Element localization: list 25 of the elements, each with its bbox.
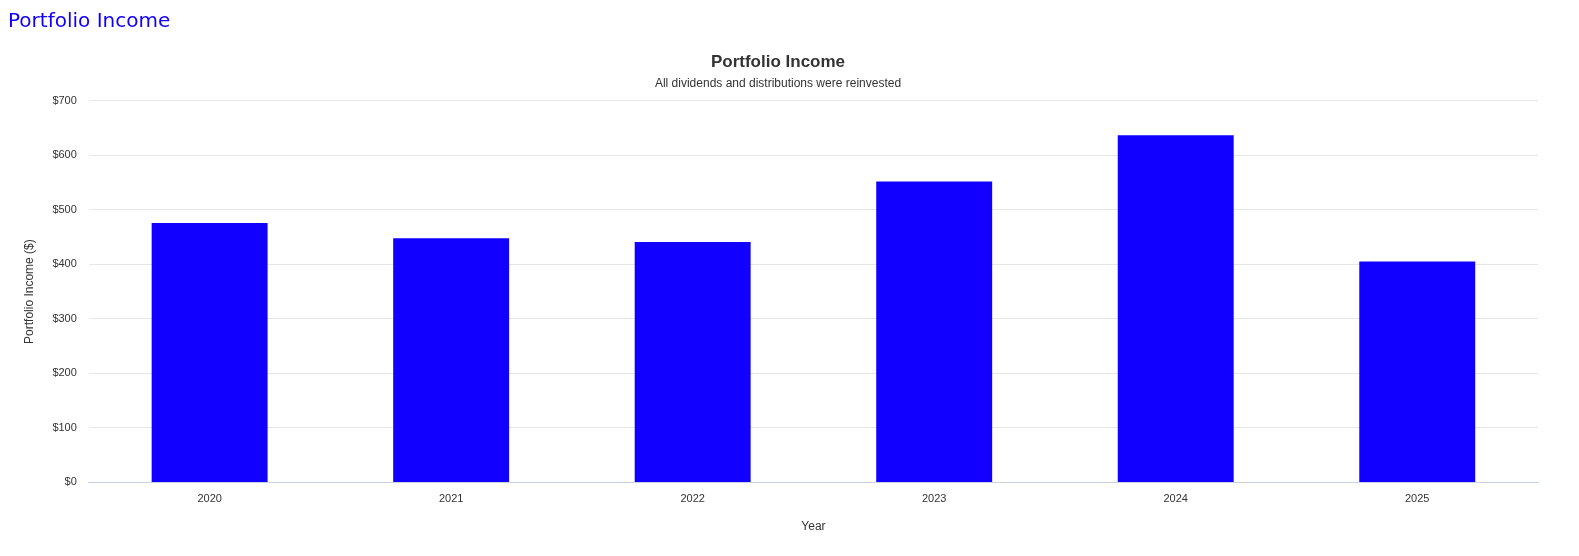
bar (151, 222, 268, 482)
x-tick-label: 2025 (1405, 492, 1430, 505)
chart-title: Portfolio Income (8, 8, 171, 32)
bar (1359, 261, 1476, 482)
y-tick-label: $200 (52, 366, 77, 379)
bar (876, 181, 993, 482)
y-tick-label: $400 (52, 257, 77, 270)
y-tick-label: $100 (52, 420, 77, 433)
y-tick-label: $0 (64, 475, 77, 488)
chart-title: Portfolio Income (710, 51, 846, 71)
x-tick-label: 2020 (197, 492, 222, 505)
x-axis-title: Year (801, 519, 826, 534)
x-tick-label: 2024 (1163, 492, 1188, 505)
x-tick-label: 2023 (921, 492, 947, 505)
y-axis-title: Portfolio Income ($) (21, 239, 36, 344)
y-tick-label: $700 (52, 93, 77, 106)
bar (393, 238, 510, 482)
x-tick-label: 2022 (680, 492, 705, 505)
y-tick-label: $600 (52, 148, 77, 161)
y-tick-label: $300 (52, 311, 77, 324)
chart-subtitle: All dividends and distributions were reinvested (654, 75, 902, 90)
y-tick-label: $500 (52, 202, 77, 215)
bar (1117, 135, 1234, 482)
x-tick-label: 2021 (438, 492, 464, 505)
bar (634, 241, 751, 482)
